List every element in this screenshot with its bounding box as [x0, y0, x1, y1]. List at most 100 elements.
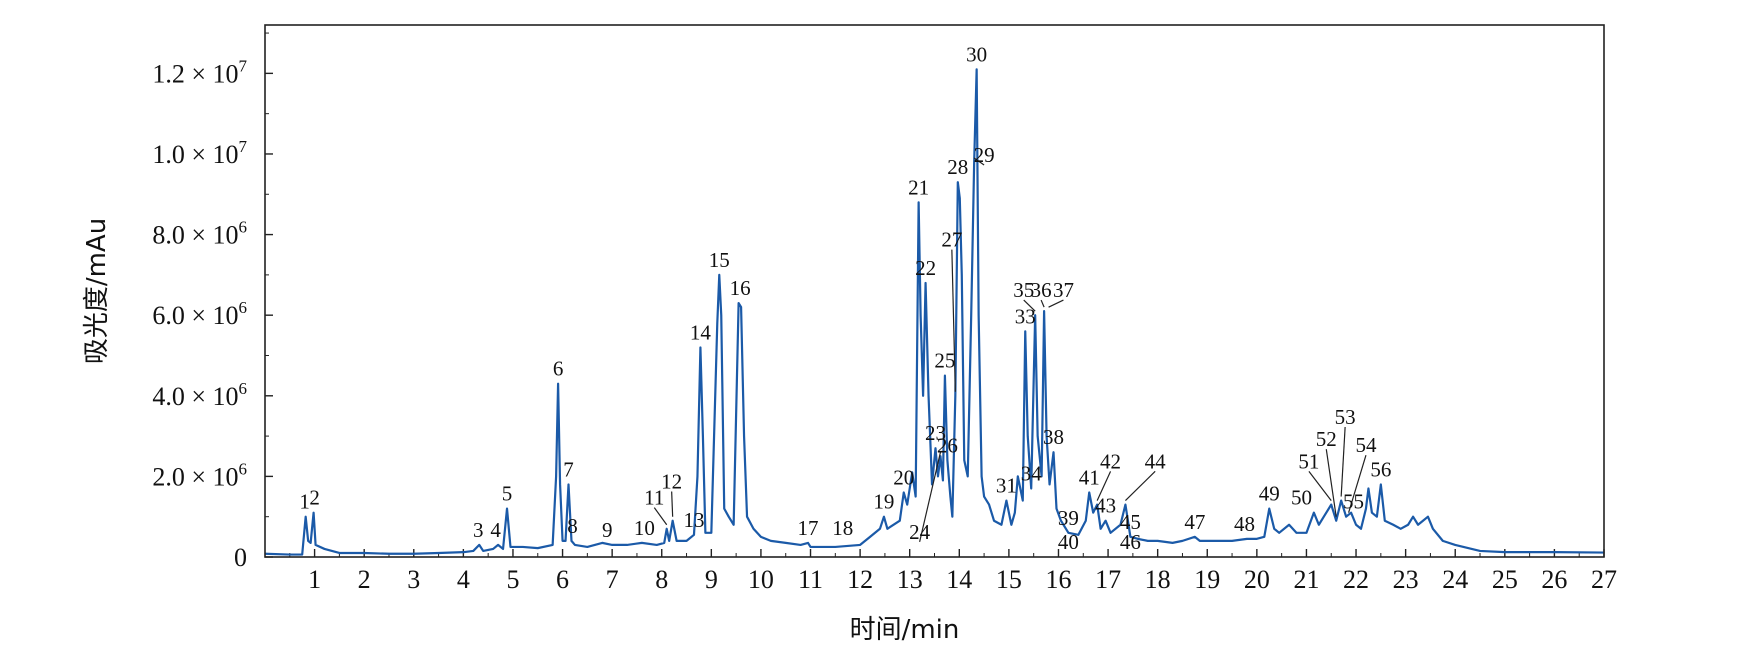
data-point [946, 459, 948, 461]
data-point [1045, 435, 1048, 437]
peak-label: 23 [925, 421, 946, 445]
data-point [1365, 508, 1367, 510]
data-point [770, 540, 772, 542]
peak-label: 36 [1031, 278, 1052, 302]
data-point [1553, 551, 1556, 553]
data-point [1017, 475, 1019, 477]
data-point [1380, 483, 1382, 486]
peak-leader-line [1125, 470, 1156, 502]
data-point [710, 532, 712, 534]
x-tick-label: 19 [1194, 565, 1220, 594]
peak-label: 47 [1184, 510, 1205, 534]
data-point [911, 471, 913, 473]
peak-label: 56 [1370, 457, 1391, 481]
peak-label: 50 [1291, 486, 1312, 510]
data-point [1100, 528, 1102, 530]
y-axis-title: 吸光度/mAu [82, 218, 112, 364]
data-point [323, 548, 326, 550]
y-tick-exponent: 6 [239, 298, 248, 317]
data-point [305, 516, 307, 518]
data-point [388, 553, 390, 555]
peak-label: 8 [567, 514, 578, 538]
peak-label: 10 [634, 516, 655, 540]
data-point [1479, 550, 1481, 552]
peak-label: 7 [563, 457, 574, 481]
data-point [800, 544, 802, 546]
data-point [1231, 540, 1233, 542]
data-point [834, 546, 836, 548]
data-point [1504, 551, 1506, 553]
data-point [785, 542, 787, 544]
peak-label: 3 [473, 518, 484, 542]
x-tick-label: 27 [1591, 565, 1617, 594]
data-point [981, 475, 983, 477]
data-point [668, 540, 670, 542]
x-tick-label: 10 [748, 565, 774, 594]
data-point [676, 540, 678, 542]
y-tick-base: 1.2 × 10 [152, 59, 238, 88]
data-point [699, 346, 702, 349]
data-point [733, 524, 735, 526]
data-point [1010, 524, 1012, 526]
data-point [1157, 540, 1159, 542]
peak-label: 2 [309, 486, 320, 510]
data-point [961, 274, 963, 276]
peak-label: 25 [934, 349, 955, 373]
data-point [1104, 520, 1107, 522]
data-point [1371, 512, 1373, 514]
data-point [1129, 536, 1131, 538]
data-point [957, 181, 959, 183]
peak-leader-line [1023, 299, 1036, 312]
x-tick-label: 4 [457, 565, 470, 594]
data-point [1052, 451, 1055, 453]
data-point [1137, 538, 1139, 540]
x-tick-label: 8 [655, 565, 668, 594]
data-point [1384, 520, 1386, 522]
data-point [557, 383, 559, 385]
x-tick-label: 11 [798, 565, 823, 594]
peak-label: 49 [1259, 482, 1280, 506]
peak-leader-line [653, 507, 668, 526]
y-tick-exponent: 6 [239, 218, 248, 237]
data-point [1268, 508, 1270, 510]
x-tick-label: 3 [407, 565, 420, 594]
y-tick-label: 2.0 × 106 [152, 459, 247, 491]
data-point [1367, 487, 1370, 490]
data-point [1442, 540, 1444, 542]
peak-label: 13 [683, 508, 704, 532]
data-point [1256, 538, 1258, 540]
x-tick-label: 13 [897, 565, 923, 594]
data-point [693, 534, 695, 536]
data-point [696, 475, 699, 477]
data-point [537, 547, 539, 549]
y-tick-base: 1.0 × 10 [152, 140, 238, 169]
data-point [963, 459, 965, 461]
data-point [1335, 520, 1337, 522]
peak-label: 24 [909, 520, 931, 544]
data-point [502, 548, 504, 550]
data-point [1092, 512, 1094, 514]
data-point [313, 512, 315, 514]
peak-label: 37 [1053, 278, 1074, 302]
peak-label: 38 [1043, 425, 1064, 449]
data-point [1376, 516, 1378, 518]
y-tick-base: 6.0 × 10 [152, 301, 238, 330]
data-point [1199, 540, 1201, 542]
data-point [934, 447, 937, 449]
data-point [988, 504, 990, 506]
data-point [1005, 499, 1008, 502]
data-point [482, 550, 484, 552]
data-point [886, 528, 888, 530]
data-point [522, 546, 524, 548]
data-point [1392, 524, 1394, 526]
data-point [1034, 314, 1036, 316]
data-point [1417, 524, 1419, 526]
data-point [497, 544, 499, 546]
peak-label: 41 [1079, 466, 1100, 490]
data-point [1043, 310, 1045, 312]
peak-label: 5 [502, 482, 513, 506]
data-point [506, 508, 508, 510]
data-point [570, 540, 573, 542]
data-point [1432, 528, 1434, 530]
data-point [704, 532, 706, 534]
